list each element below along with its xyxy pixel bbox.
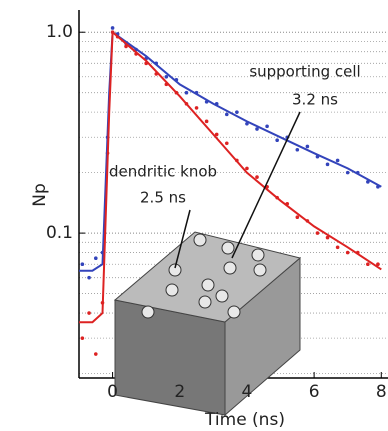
data-point: [335, 245, 340, 250]
data-point: [335, 158, 340, 163]
sphere: [253, 263, 267, 277]
data-point: [194, 106, 199, 110]
x-tick-label: 0: [107, 382, 118, 402]
y-tick-label: 1.0: [46, 22, 73, 42]
sphere: [165, 283, 179, 297]
data-point: [80, 262, 85, 267]
data-point: [235, 110, 239, 114]
annotation: 3.2 ns: [292, 91, 338, 109]
inset-illustration: [113, 111, 302, 417]
y-axis-label: Np: [30, 183, 50, 207]
data-point: [80, 336, 85, 340]
sphere: [223, 261, 237, 275]
data-point: [245, 166, 249, 171]
annotation: 2.5 ns: [140, 189, 186, 207]
sphere: [141, 305, 155, 319]
annotation: supporting cell: [249, 63, 360, 81]
fit-line: [79, 30, 382, 272]
data-point: [305, 144, 310, 149]
data-point: [204, 119, 209, 124]
fit-line: [79, 30, 382, 324]
data-point: [224, 141, 229, 146]
data-point: [214, 132, 219, 137]
sphere: [198, 295, 212, 309]
x-axis-label: Time (ns): [204, 410, 285, 430]
sphere: [168, 263, 182, 277]
data-point: [376, 262, 380, 267]
data-point: [110, 26, 115, 30]
y-tick-label: 0.1: [46, 223, 73, 243]
data-point: [275, 138, 279, 143]
data-point: [295, 147, 300, 152]
data-point: [93, 256, 98, 261]
data-point: [224, 112, 229, 117]
x-tick-label: 4: [242, 382, 253, 402]
data-point: [345, 250, 350, 255]
data-point: [93, 352, 98, 356]
data-point: [325, 235, 330, 240]
sphere: [221, 241, 235, 255]
data-point: [255, 127, 259, 131]
pointer: [174, 209, 191, 269]
data-point: [87, 311, 91, 315]
sphere: [251, 248, 265, 262]
sphere: [201, 278, 215, 292]
x-tick-label: 8: [376, 382, 387, 402]
marks-layer: [79, 26, 382, 356]
data-point: [295, 215, 300, 220]
data-point: [265, 124, 269, 129]
x-tick-label: 6: [309, 382, 320, 402]
spheres: [141, 233, 267, 319]
data-point: [325, 162, 330, 167]
sphere: [193, 233, 207, 247]
x-tick-label: 2: [174, 382, 185, 402]
data-point: [87, 275, 91, 280]
data-point: [345, 170, 350, 175]
data-point: [366, 262, 370, 267]
annotation: dendritic knob: [109, 163, 217, 181]
pointer: [231, 111, 301, 259]
data-point: [164, 74, 169, 79]
data-point: [184, 90, 189, 95]
data-point: [315, 231, 320, 235]
data-point: [255, 175, 259, 179]
sphere: [215, 289, 229, 303]
sphere: [227, 305, 241, 319]
